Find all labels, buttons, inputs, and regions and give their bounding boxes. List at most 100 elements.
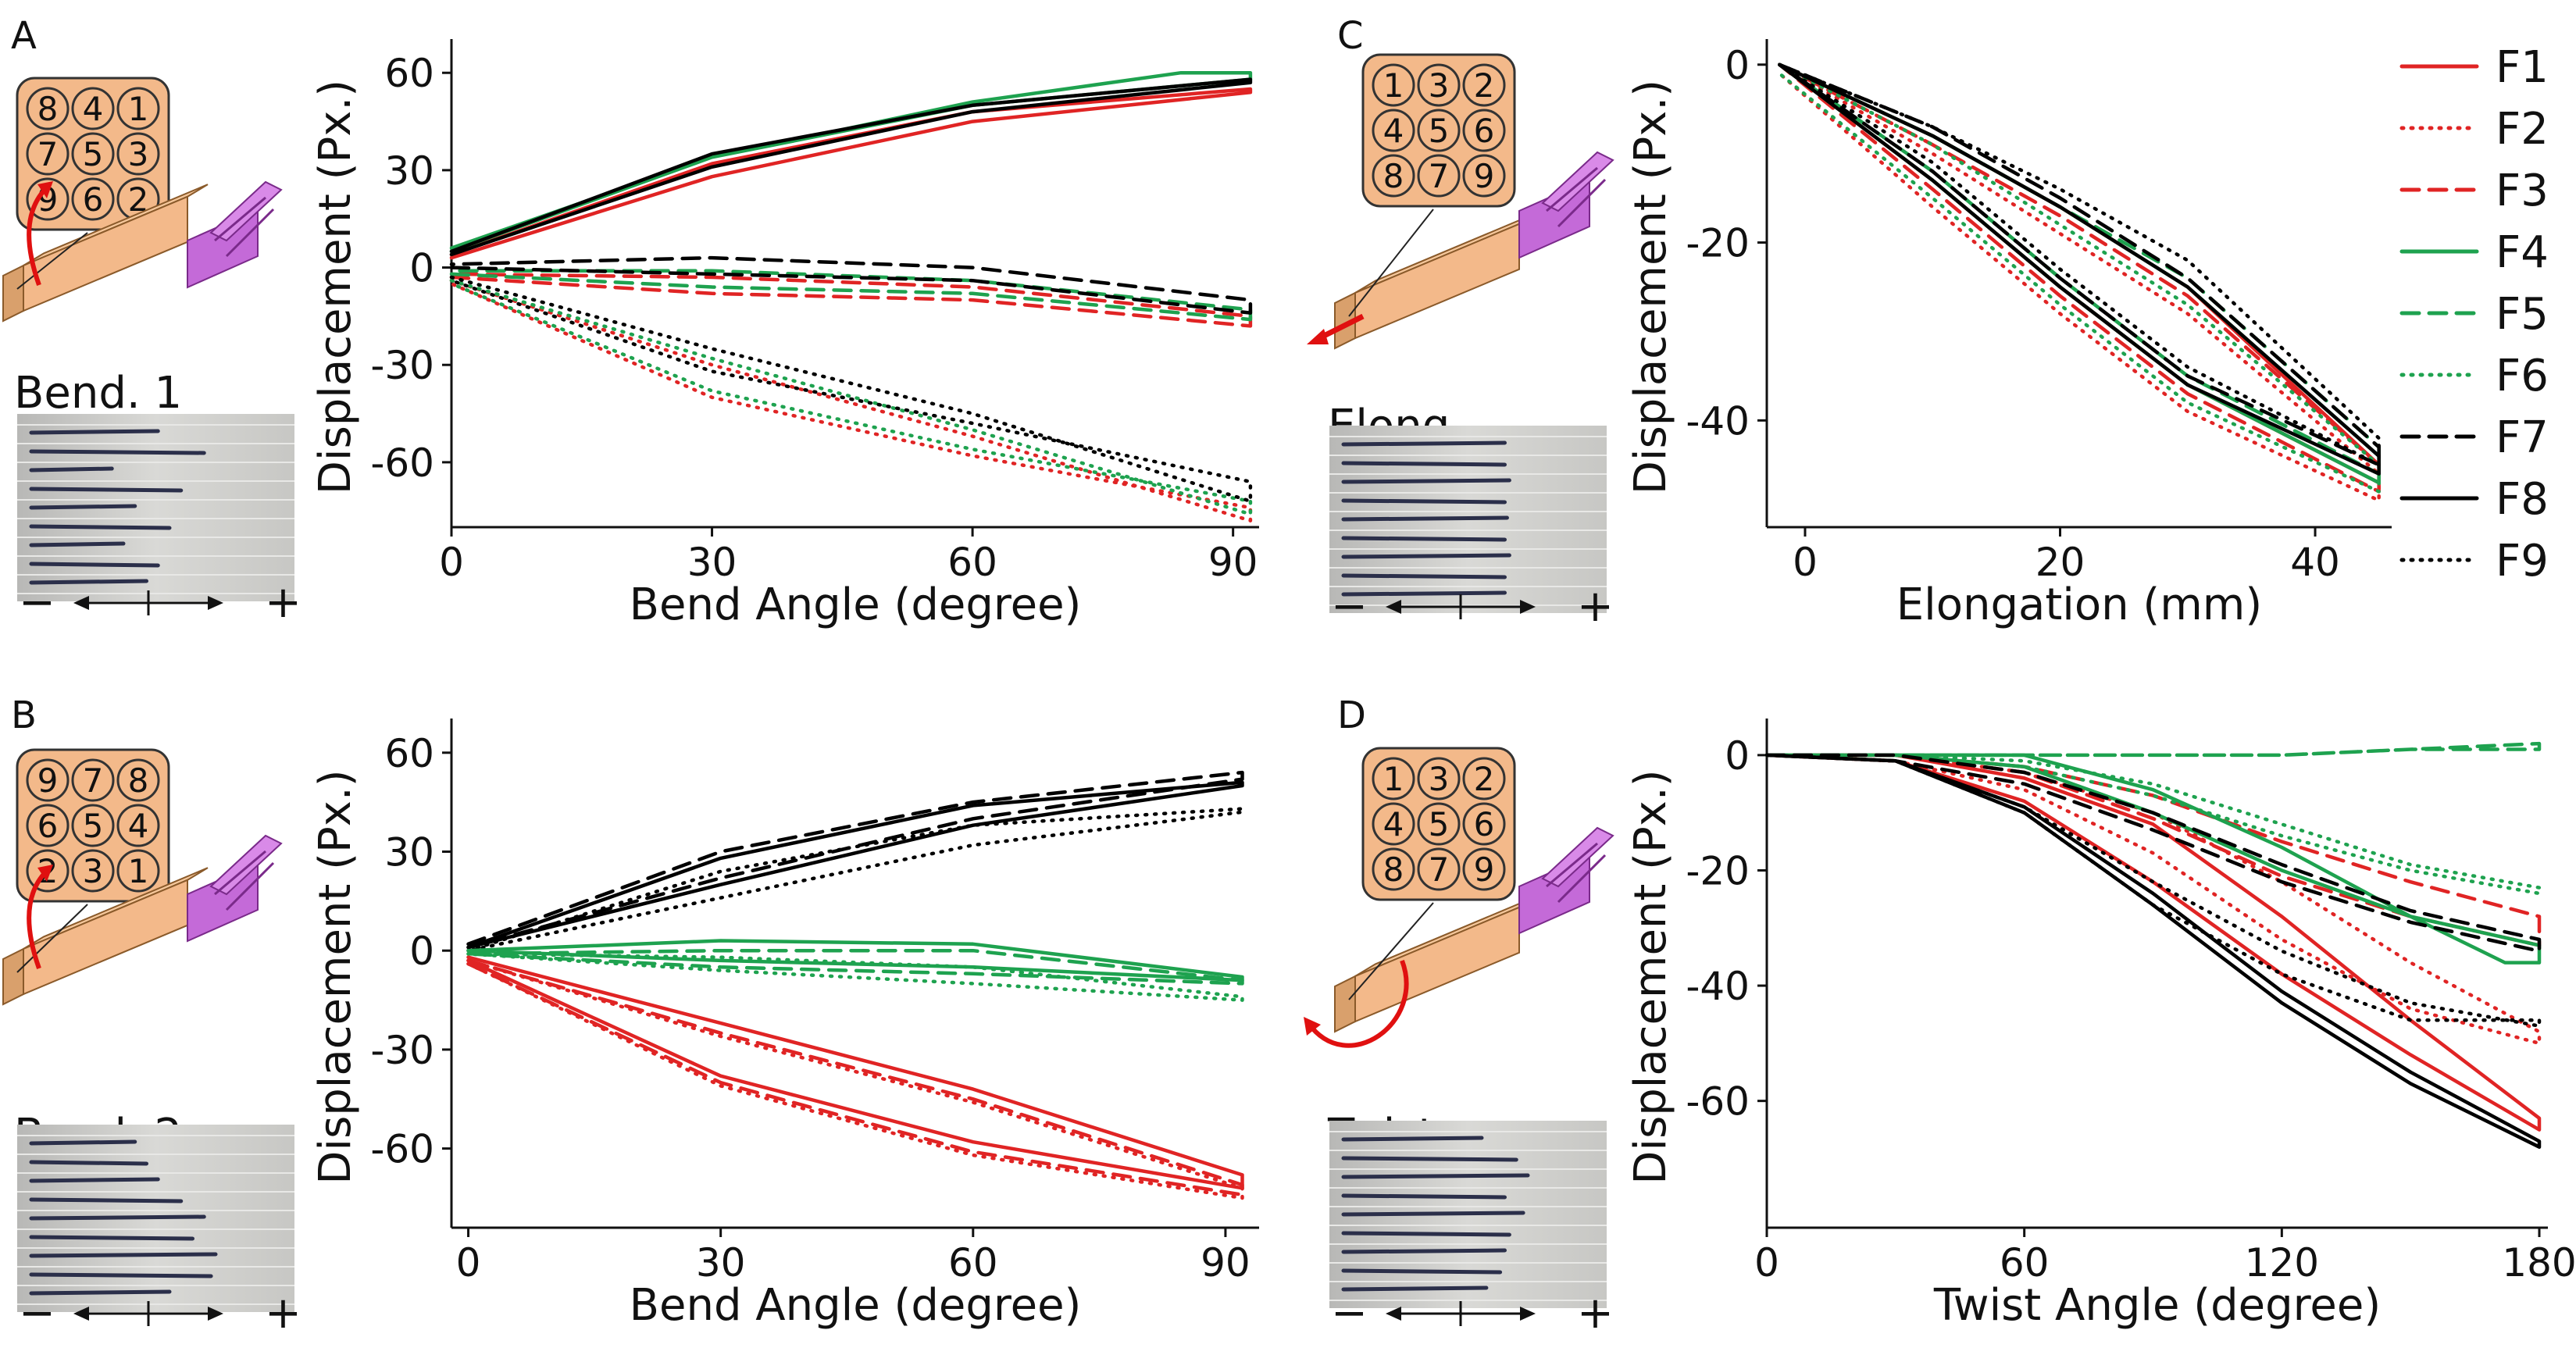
fiber-circle [116, 804, 160, 847]
series-f2-line [449, 278, 1253, 522]
fiber-trace [29, 1289, 172, 1296]
fiber-trace [29, 504, 137, 510]
fiber-number: 8 [1383, 157, 1404, 195]
legend-label: F5 [2496, 289, 2549, 340]
fiber-circle [71, 804, 115, 847]
fiber-trace [1341, 478, 1511, 484]
series-f1-line [466, 955, 1244, 1190]
series-f6-line [1764, 753, 2542, 896]
y-tick-label: 0 [1725, 733, 1750, 779]
fiber-number: 4 [83, 90, 104, 128]
series-f5-line [466, 948, 1244, 986]
y-axis-label: Displacement (Px.) [310, 769, 361, 1184]
fiber-number: 3 [83, 852, 104, 890]
series-f7-line [449, 255, 1253, 315]
fiber-circle [1372, 757, 1415, 801]
fiber-circle [1417, 154, 1461, 198]
fiber-photo [1329, 1121, 1607, 1308]
fiber-trace [1341, 1268, 1503, 1275]
mount-bracket [1518, 151, 1614, 259]
x-tick-label: 180 [2502, 1240, 2576, 1285]
y-tick-label: -30 [370, 1028, 434, 1073]
fiber-circle [116, 849, 160, 893]
panel-d-illustration: D132456879Twist−+ [1304, 694, 1614, 1339]
fiber-trace [29, 524, 172, 530]
fiber-number: 3 [1429, 760, 1450, 798]
fiber-circle [1372, 109, 1415, 152]
fiber-number: 5 [83, 135, 104, 173]
fiber-number: 9 [37, 761, 59, 800]
panel-letter: D [1337, 694, 1366, 737]
fiber-trace [29, 1272, 213, 1278]
fiber-number: 2 [1474, 66, 1495, 105]
legend-entry-f3: F3 [2399, 166, 2549, 216]
y-tick-label: 0 [409, 246, 434, 291]
panel-letter: A [11, 14, 37, 58]
legend-entry-f1: F1 [2399, 42, 2549, 93]
x-axis-label: Twist Angle (degree) [1933, 1280, 2381, 1331]
panel-letter: C [1337, 14, 1364, 58]
x-tick-label: 0 [1793, 540, 1818, 585]
leader-line [1348, 209, 1434, 317]
fiber-number: 4 [1383, 805, 1404, 843]
fiber-trace [1341, 573, 1507, 579]
fiber-circle [26, 177, 70, 221]
legend-entry-f9: F9 [2399, 536, 2549, 587]
x-tick-label: 60 [947, 540, 997, 585]
fiber-trace [29, 449, 206, 455]
x-tick-label: 0 [456, 1240, 481, 1285]
fiber-number: 4 [1383, 112, 1404, 150]
fiber-number: 7 [37, 135, 59, 173]
legend-entry-f8: F8 [2399, 474, 2549, 525]
fiber-grid-box [16, 77, 170, 231]
load-direction-arrow-icon [1307, 313, 1365, 344]
fiber-circle [1372, 847, 1415, 891]
series-f3-line [449, 272, 1253, 328]
fiber-number: 1 [1383, 66, 1404, 105]
fiber-circle [1417, 802, 1461, 846]
y-tick-label: -60 [1686, 1079, 1750, 1125]
series-f8-line [466, 780, 1244, 950]
series-f9-line [1778, 62, 2381, 467]
fiber-photo [17, 1125, 294, 1312]
mode-label: Bend. 1 [14, 368, 182, 419]
series-f2-line [1764, 753, 2542, 1046]
fiber-trace [1341, 590, 1507, 597]
series-f8-line [449, 77, 1253, 257]
fiber-number: 4 [128, 807, 149, 845]
y-axis-label: Displacement (Px.) [1625, 80, 1676, 494]
legend-entry-f6: F6 [2399, 351, 2549, 401]
fiber-number: 7 [1429, 157, 1450, 195]
fiber-circle [71, 849, 115, 893]
series-f6-line [466, 952, 1244, 1002]
y-tick-label: -20 [1686, 221, 1750, 266]
series-f4-line [1764, 753, 2542, 965]
x-tick-label: 40 [2290, 540, 2340, 585]
fiber-circle [1462, 109, 1506, 152]
x-axis-label: Bend Angle (degree) [630, 1280, 1082, 1331]
leader-line [16, 232, 88, 290]
fiber-circle [1462, 757, 1506, 801]
fiber-number: 1 [1383, 760, 1404, 798]
fiber-number: 5 [1429, 805, 1450, 843]
fiber-trace [1341, 440, 1507, 447]
load-direction-arrow-icon [27, 865, 53, 969]
fiber-trace [1341, 1248, 1507, 1254]
plus-sign: + [1577, 1288, 1614, 1339]
y-tick-label: -40 [1686, 964, 1750, 1009]
plus-sign: + [265, 1288, 301, 1339]
fiber-trace [29, 541, 126, 547]
fiber-circle [26, 849, 70, 893]
fiber-trace [29, 1177, 160, 1183]
y-tick-label: -30 [370, 343, 434, 388]
fiber-circle [26, 132, 70, 176]
minus-sign: − [19, 577, 55, 628]
fiber-trace [29, 1139, 137, 1146]
panel-c-illustration: C132456879Elong.−+ [1307, 14, 1614, 632]
fiber-number: 8 [1383, 850, 1404, 889]
series-f3-line [466, 958, 1244, 1197]
fiber-trace [1341, 1211, 1525, 1217]
x-tick-label: 120 [2245, 1240, 2319, 1285]
fiber-circle [1462, 63, 1506, 107]
